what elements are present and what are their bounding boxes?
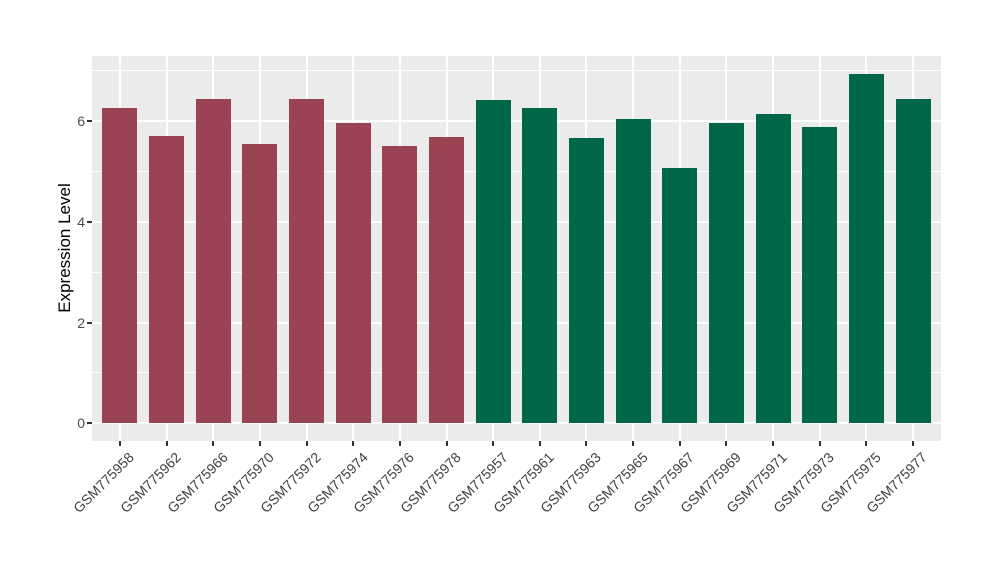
x-tick-mark [632,441,635,446]
bar-GSM775963 [568,138,604,424]
bar-GSM775957 [475,99,511,424]
x-tick-mark [492,441,495,446]
bar-GSM775978 [429,137,465,424]
bar-GSM775975 [848,73,884,424]
y-tick-mark [87,422,92,425]
y-minor-gridline [92,372,941,374]
y-tick-label: 0 [77,415,85,432]
bar-GSM775962 [149,136,185,424]
bar-GSM775976 [382,146,418,424]
bar-GSM775961 [522,108,558,424]
x-tick-mark [772,441,775,446]
x-tick-mark [445,441,448,446]
x-tick-mark [305,441,308,446]
y-tick-label: 2 [77,314,85,331]
y-major-gridline [92,220,941,223]
y-tick-label: 6 [77,113,85,129]
bar-GSM775966 [195,98,231,424]
x-tick-mark [165,441,168,446]
plot-panel [92,56,941,441]
bar-GSM775970 [242,143,278,424]
y-axis-title: Expression Level [55,183,74,313]
y-major-gridline [92,321,941,324]
bar-GSM775973 [802,126,838,424]
x-tick-mark [678,441,681,446]
x-tick-mark [865,441,868,446]
x-tick-mark [585,441,588,446]
y-major-gridline [92,422,941,425]
bar-GSM775972 [289,99,325,424]
y-tick-mark [87,120,92,122]
y-tick-mark [87,321,92,324]
bar-GSM775969 [708,122,744,424]
bar-GSM775965 [615,119,651,424]
x-tick-mark [398,441,401,446]
bar-GSM775958 [102,107,138,424]
y-tick-label: 4 [77,213,85,230]
x-tick-mark [212,441,215,446]
bar-GSM775967 [662,168,698,424]
y-minor-gridline [92,170,941,172]
x-tick-mark [725,441,728,446]
x-tick-mark [352,441,355,446]
x-tick-mark [538,441,541,446]
bar-GSM775977 [895,98,931,424]
y-minor-gridline [92,70,941,72]
x-tick-mark [912,441,914,446]
y-minor-gridline [92,271,941,273]
y-tick-mark [87,220,92,223]
bar-GSM775971 [755,113,791,424]
y-major-gridline [92,120,941,122]
x-tick-mark [258,441,261,446]
x-tick-mark [118,441,121,446]
bar-GSM775974 [335,123,371,424]
x-tick-mark [818,441,821,446]
